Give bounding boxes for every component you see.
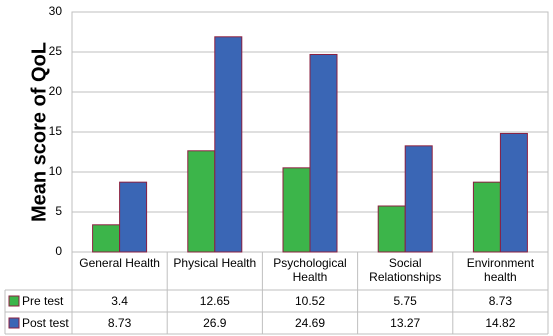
table-value: 13.27 (390, 316, 421, 330)
x-tick-label: Psychological Health (273, 256, 347, 284)
legend-label: Pre test (22, 294, 64, 308)
bar (187, 150, 216, 253)
table-value: 26.9 (203, 316, 227, 330)
x-tick-label: Social Relationships (369, 256, 442, 284)
table-value: 5.75 (393, 294, 417, 308)
legend-label: Post test (22, 316, 69, 330)
y-tick-label: 20 (49, 84, 63, 98)
bar (214, 36, 243, 253)
bar (119, 181, 148, 253)
x-tick-label: General Health (79, 256, 160, 270)
bar (404, 145, 433, 253)
table-value: 24.69 (294, 316, 325, 330)
bar (92, 224, 121, 253)
y-tick-label: 25 (49, 44, 63, 58)
table-value: 8.73 (107, 316, 132, 330)
bar (282, 167, 311, 253)
table-value: 8.73 (488, 294, 513, 308)
bar (377, 205, 406, 253)
table-value: 14.82 (485, 316, 516, 330)
table-value: 3.4 (111, 294, 128, 308)
y-tick-label: 10 (49, 164, 63, 178)
y-tick-label: 30 (49, 4, 63, 18)
table-value: 10.52 (294, 294, 325, 308)
legend-swatch (8, 317, 20, 329)
x-tick-label: Environment health (466, 256, 535, 284)
y-tick-label: 0 (55, 244, 62, 258)
legend-swatch (8, 295, 20, 307)
y-tick-label: 15 (49, 124, 63, 138)
x-tick-label: Physical Health (173, 256, 257, 270)
bar (472, 181, 501, 253)
y-axis-label: Mean score of QoL (28, 42, 50, 222)
bar (499, 132, 528, 253)
y-tick-label: 5 (55, 204, 62, 218)
bar (309, 53, 338, 253)
table-value: 12.65 (199, 294, 230, 308)
